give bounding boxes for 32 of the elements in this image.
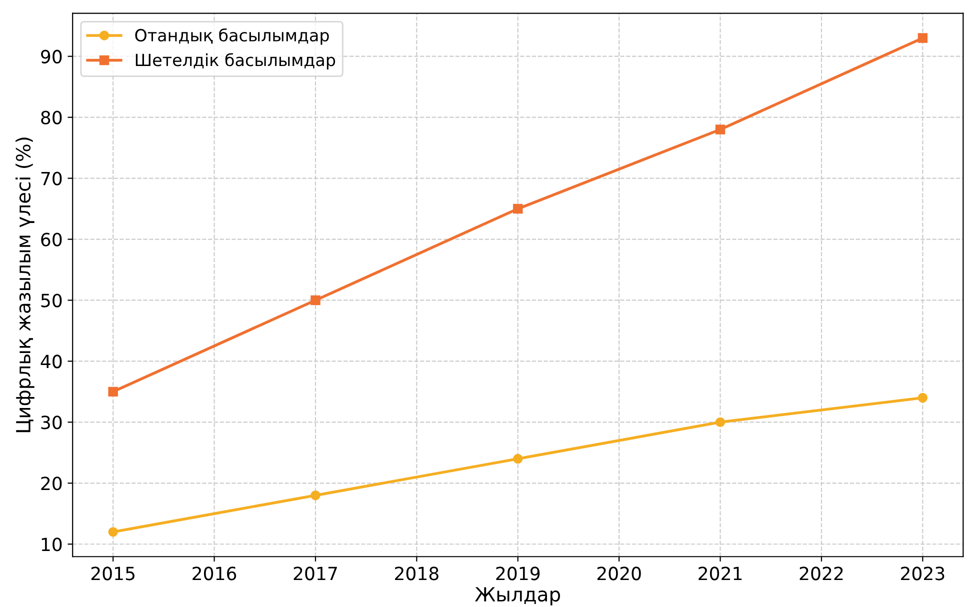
x-tick-label: 2020 (597, 566, 641, 580)
y-tick-label: 50 (41, 294, 62, 308)
x-tick-label: 2015 (91, 566, 134, 580)
x-tick-label: 2016 (192, 566, 236, 580)
legend-label: Отандық басылымдар (135, 28, 329, 45)
point (918, 33, 928, 43)
point (108, 386, 118, 397)
y-tick-label: 70 (41, 172, 62, 186)
legend-label: Шетелдік басылымдар (136, 53, 336, 70)
y-tick-label: 40 (40, 354, 62, 368)
point (310, 295, 320, 306)
y-tick-label: 30 (41, 416, 62, 430)
x-tick-label: 2018 (395, 566, 438, 580)
x-axis-title: Жылдар (475, 587, 560, 606)
x-tick-label: 2023 (901, 566, 944, 580)
x-tick-label: 2022 (800, 566, 843, 580)
y-tick-label: 10 (42, 538, 62, 552)
point (715, 417, 726, 428)
point (513, 204, 523, 214)
y-tick-label: 60 (41, 232, 62, 246)
point (918, 392, 928, 403)
point (310, 490, 320, 500)
y-tick-label: 90 (41, 50, 62, 64)
x-tick-label: 2017 (294, 566, 337, 580)
y-tick-label: 20 (41, 476, 62, 490)
point (513, 454, 523, 464)
point (715, 124, 726, 134)
point (108, 527, 118, 537)
y-axis-title: Цифрлық жазылым үлесі (%) (16, 138, 34, 432)
y-tick-label: 80 (41, 110, 62, 124)
x-tick-label: 2019 (496, 566, 540, 580)
x-tick-label: 2021 (698, 566, 742, 580)
